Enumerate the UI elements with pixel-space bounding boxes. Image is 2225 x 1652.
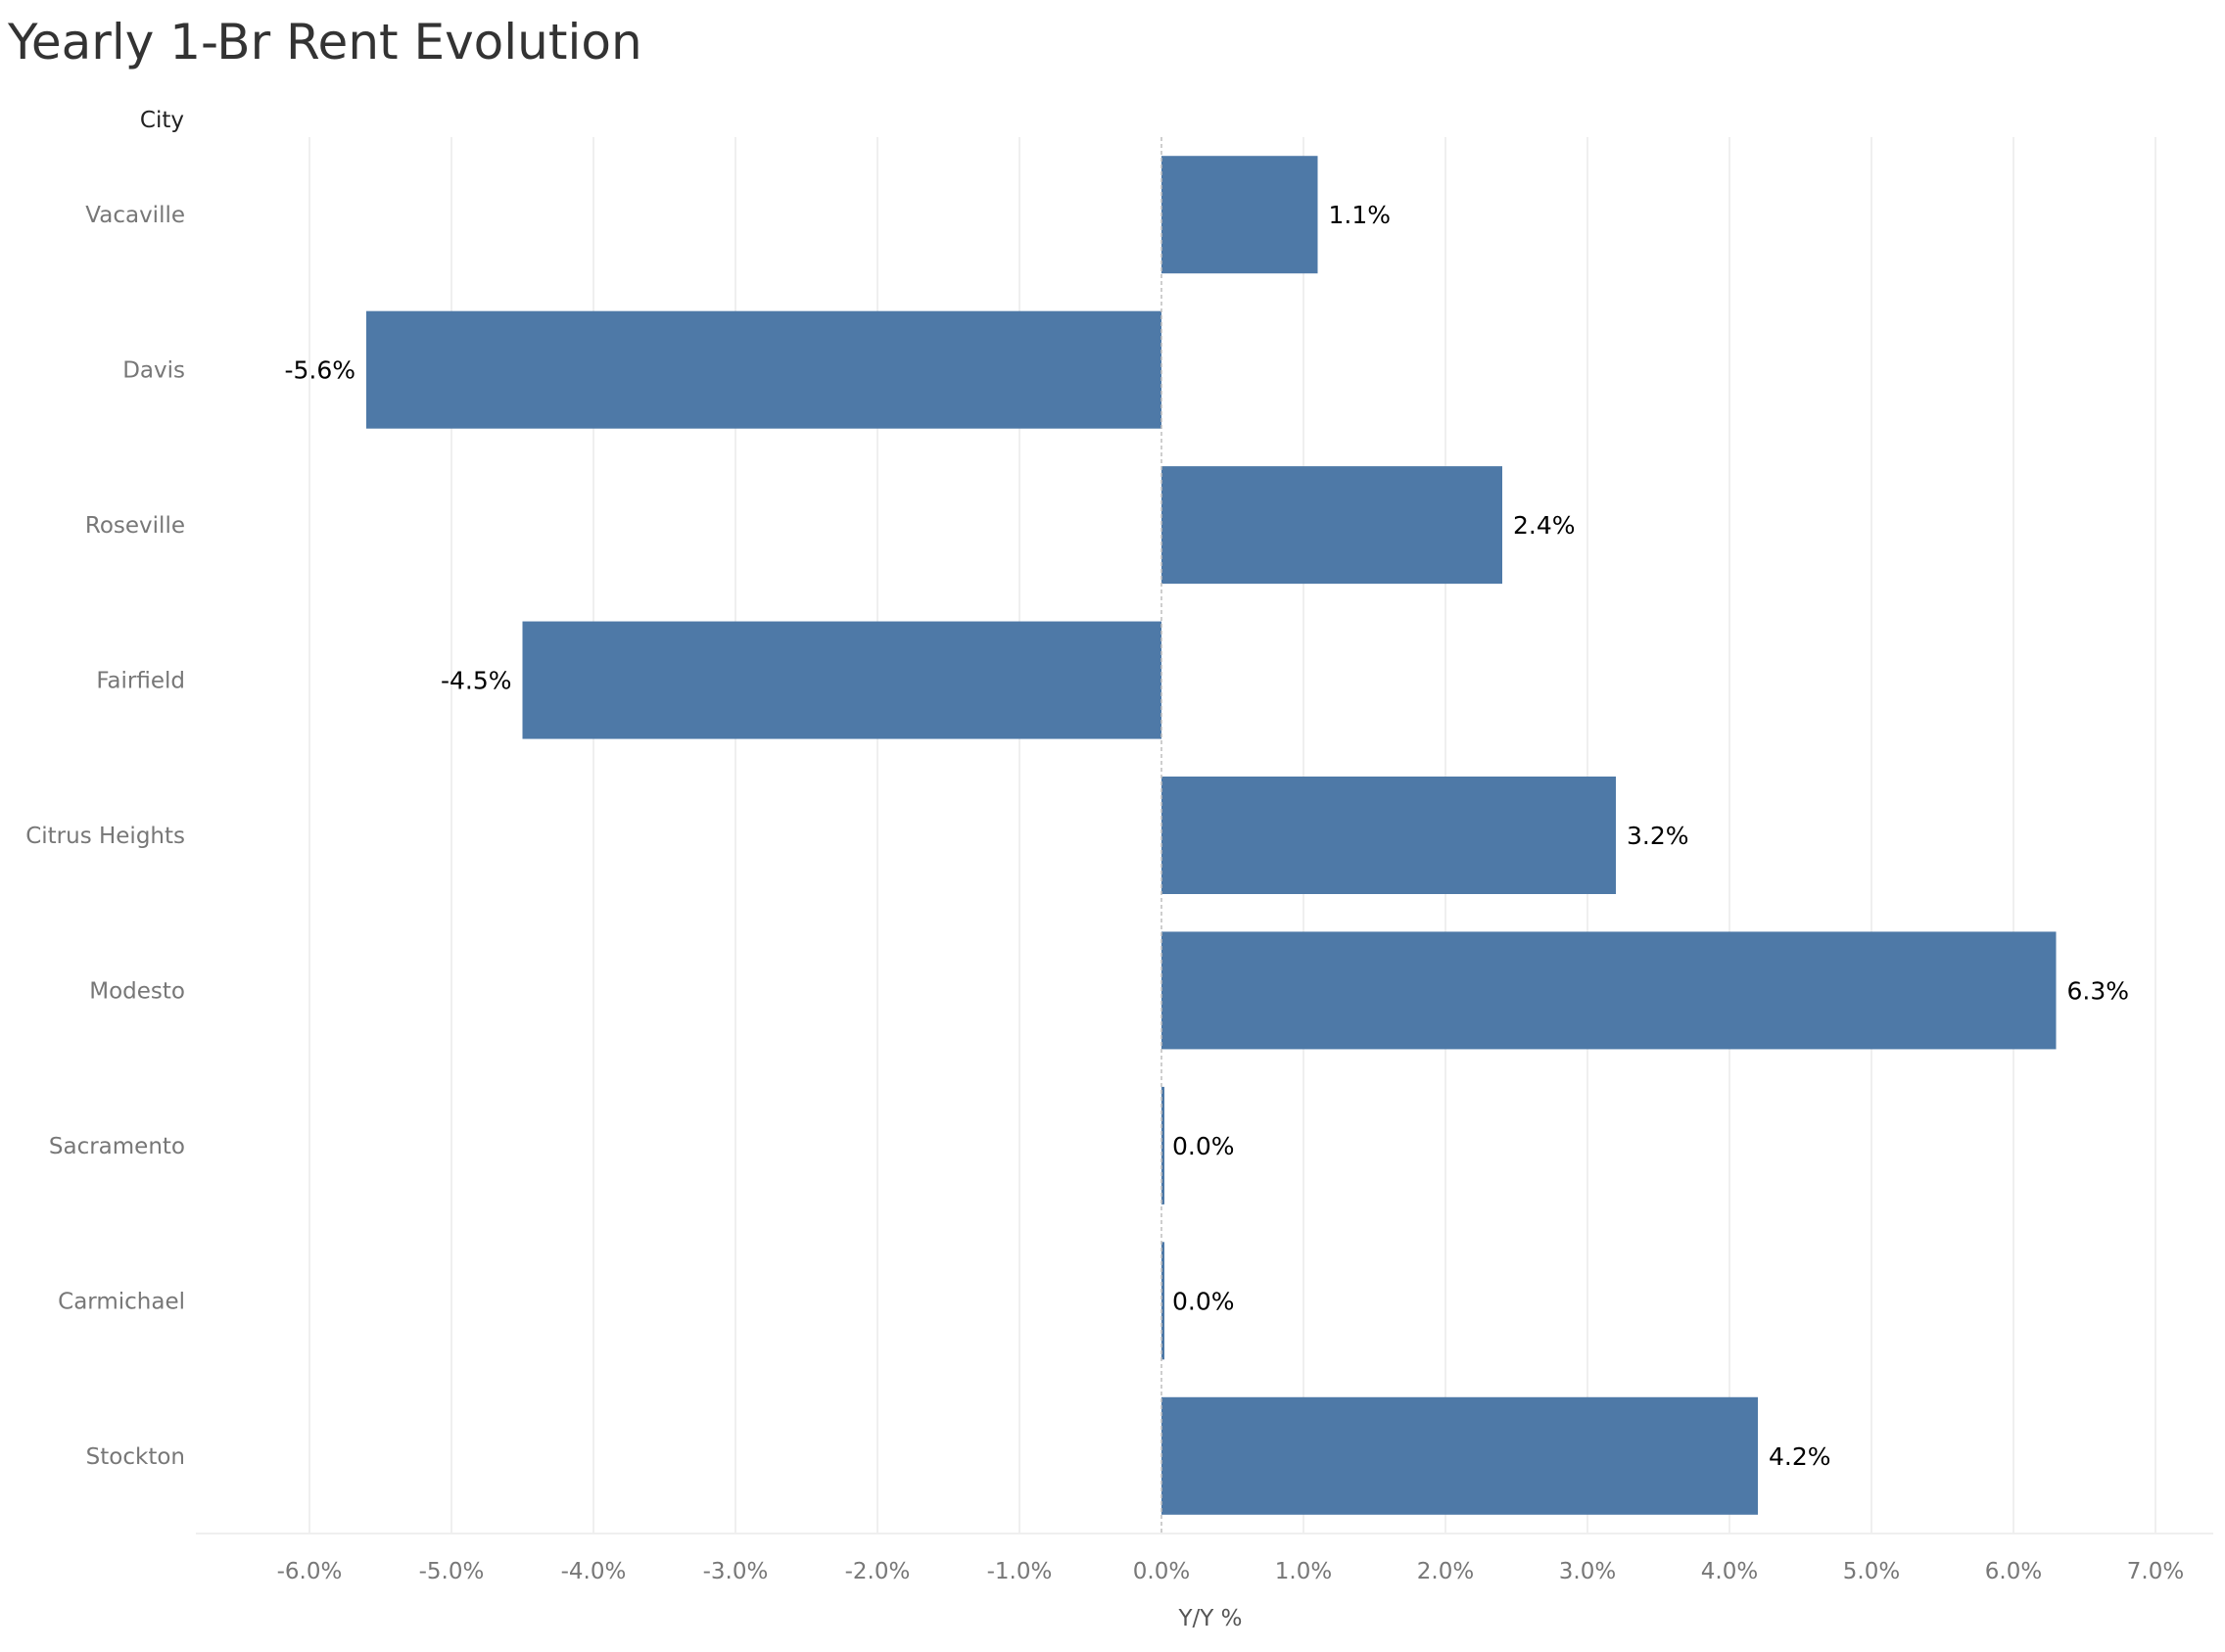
x-tick-label: -5.0% — [419, 1559, 485, 1584]
bar — [1161, 931, 2057, 1050]
category-label: Citrus Heights — [25, 824, 185, 849]
bar — [522, 621, 1161, 739]
value-label: 6.3% — [2067, 976, 2130, 1005]
x-tick-label: 6.0% — [1985, 1559, 2042, 1584]
category-label: Fairfield — [96, 669, 185, 694]
value-label: 1.1% — [1329, 201, 1392, 229]
category-label: Modesto — [89, 978, 185, 1004]
bar — [1161, 156, 1318, 274]
category-label: Vacaville — [85, 203, 185, 228]
x-tick-label: -3.0% — [703, 1559, 769, 1584]
x-tick-label: -6.0% — [277, 1559, 343, 1584]
bar — [1161, 777, 1616, 894]
x-tick-label: 5.0% — [1843, 1559, 1900, 1584]
category-label: Davis — [122, 358, 185, 384]
x-tick-label: -2.0% — [845, 1559, 911, 1584]
category-label: Stockton — [86, 1444, 185, 1470]
value-label: 0.0% — [1172, 1132, 1235, 1160]
bar — [1161, 466, 1502, 585]
x-tick-label: 3.0% — [1559, 1559, 1616, 1584]
value-label: 0.0% — [1172, 1287, 1235, 1315]
category-label: Roseville — [85, 513, 185, 539]
x-tick-label: 1.0% — [1275, 1559, 1332, 1584]
x-tick-label: 0.0% — [1133, 1559, 1190, 1584]
value-label: 3.2% — [1627, 822, 1689, 850]
x-tick-label: 4.0% — [1701, 1559, 1758, 1584]
category-axis-header: City — [140, 108, 184, 133]
x-tick-label: 7.0% — [2127, 1559, 2184, 1584]
bar — [366, 310, 1161, 429]
value-label: 2.4% — [1513, 511, 1576, 540]
bar-layer — [366, 156, 2057, 1515]
value-label: 4.2% — [1769, 1442, 1831, 1471]
bar — [1161, 1086, 1164, 1204]
bar — [1161, 1396, 1758, 1515]
bar — [1161, 1242, 1164, 1360]
category-label: Carmichael — [58, 1289, 185, 1314]
category-label: Sacramento — [49, 1134, 185, 1159]
chart-title: Yearly 1-Br Rent Evolution — [8, 14, 642, 71]
label-layer: -6.0% -5.0% -4.0% -3.0% -2.0% -1.0% 0.0% 1.0% 2.… — [25, 201, 2184, 1584]
value-label: -5.6% — [284, 356, 355, 385]
x-axis-title: Y/Y % — [1177, 1606, 1242, 1631]
x-tick-label: -4.0% — [561, 1559, 627, 1584]
x-tick-label: -1.0% — [987, 1559, 1053, 1584]
x-tick-label: 2.0% — [1417, 1559, 1474, 1584]
value-label: -4.5% — [441, 667, 512, 695]
